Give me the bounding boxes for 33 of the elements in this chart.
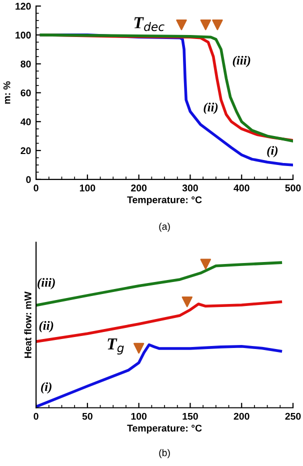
x-tick-label: 500 [285,184,301,192]
y-tick-label: 40 [20,118,31,126]
y-tick-label: 100 [16,32,31,39]
series-label: (i) [267,146,278,158]
y-tick-label: 80 [20,60,31,68]
x-tick-label: 0 [34,412,38,420]
y-tick-label: 60 [20,89,31,96]
x-axis-title: Temperature: °C [127,424,202,434]
series-label: (i) [41,382,52,394]
x-tick-label: 200 [131,184,147,192]
x-tick-label: 100 [80,184,96,192]
y-tick-label: 120 [16,2,31,10]
annotation: T$_{g}$ [108,338,124,355]
y-tick-label: 0 [26,176,31,184]
x-tick-label: 50 [82,412,92,420]
x-tick-label: 250 [285,412,301,420]
y-tick-label: 20 [20,147,31,154]
series-label: (iii) [232,56,250,68]
x-tick-label: 300 [182,184,198,192]
text: (b) [159,449,170,458]
x-tick-label: 0 [34,184,38,192]
x-tick-label: 200 [234,412,250,420]
x-axis-title: Temperature: °C [127,196,202,206]
series-label: (iii) [38,278,55,290]
x-tick-label: 150 [182,412,198,420]
y-axis-title: Heat flow: mW [24,292,32,358]
x-tick-label: 100 [131,412,147,420]
text: (a) [159,222,170,232]
annotation: T$_{dec}$ [134,17,164,32]
x-tick-label: 400 [234,184,250,192]
series-label: (ii) [204,102,218,114]
series-label: (ii) [39,321,54,332]
y-axis-title: m: % [3,81,10,104]
